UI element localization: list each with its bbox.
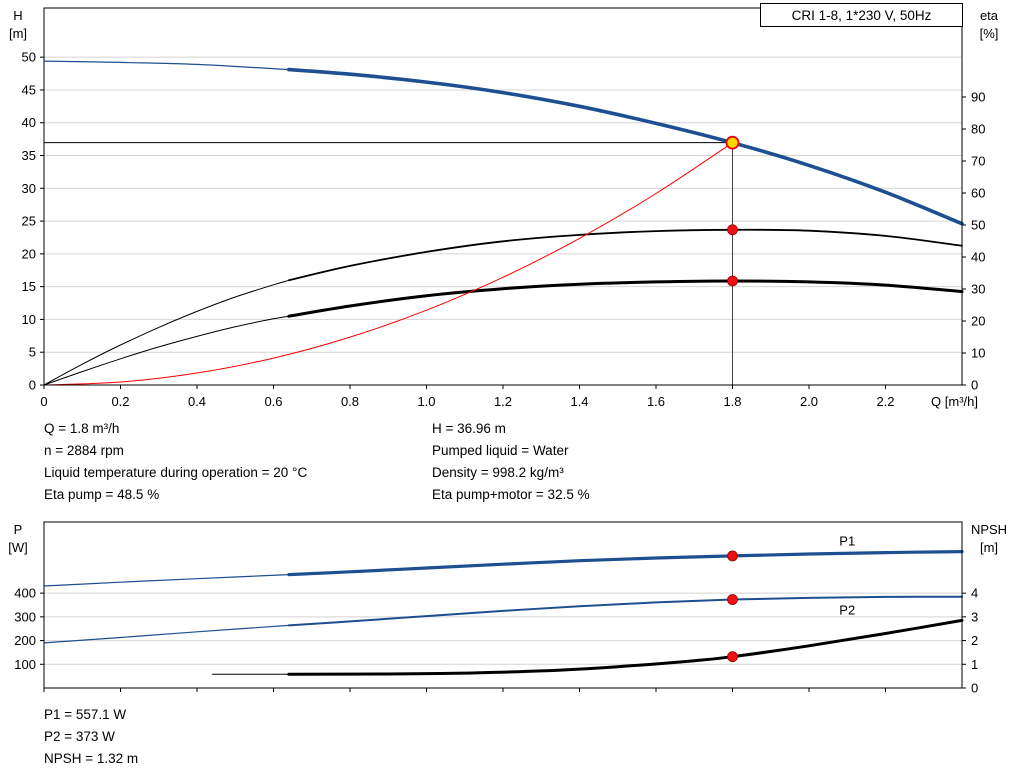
y-left-tick-label: 45 [22, 82, 36, 97]
x-tick-label: 1.0 [417, 394, 435, 409]
y-left-axis-unit: [m] [9, 26, 27, 41]
duty-head-text: H = 36.96 m [432, 421, 506, 436]
y-right-tick-label: 0 [971, 378, 978, 393]
liquid-temperature-text: Liquid temperature during operation = 20… [44, 465, 308, 480]
y-right-axis-unit: [%] [980, 26, 999, 41]
series-head-curve [287, 67, 964, 226]
y-left-tick-label: 300 [14, 609, 36, 624]
pump-model-label: CRI 1-8, 1*230 V, 50Hz [791, 7, 932, 23]
x-tick-label: 0 [40, 394, 47, 409]
y-right-tick-label: 80 [971, 121, 985, 136]
y-right-tick-label: 1 [971, 657, 978, 672]
eta-pump-text: Eta pump = 48.5 % [44, 487, 160, 502]
series-head-curve-leadin [43, 60, 290, 71]
y-left-tick-label: 50 [22, 50, 36, 65]
eta-pump-duty-dot [727, 224, 738, 236]
y-right-tick-label: 10 [971, 345, 985, 360]
y-left-tick-label: 0 [29, 378, 36, 393]
y-left-tick-label: 15 [22, 279, 36, 294]
series-eta-pump-leadin [43, 279, 290, 386]
series-p2-leadin [43, 624, 290, 644]
y-right-tick-label: 40 [971, 249, 985, 264]
pump-model-box: CRI 1-8, 1*230 V, 50Hz [760, 3, 963, 27]
y-left-tick-label: 200 [14, 633, 36, 648]
x-tick-label: 1.6 [647, 394, 665, 409]
y-left-tick-label: 20 [22, 246, 36, 261]
y-right-tick-label: 50 [971, 217, 985, 232]
x-tick-label: 0.8 [341, 394, 359, 409]
y-right-tick-label: 70 [971, 153, 985, 168]
y-right-tick-label: 4 [971, 586, 978, 601]
x-tick-label: 1.2 [494, 394, 512, 409]
duty-flow-text: Q = 1.8 m³/h [44, 421, 120, 436]
chart-power: 100 200 300 400 0 1 2 3 4 P [W] NPSH [m] P1 P2 [8, 521, 1007, 696]
y-left-tick-label: 40 [22, 115, 36, 130]
x-tick-label: 0.2 [111, 394, 129, 409]
series-npsh-curve [287, 618, 964, 676]
y-right-axis-title: eta [980, 8, 999, 23]
y-left-axis-title: H [13, 8, 22, 23]
pumped-liquid-text: Pumped liquid = Water [432, 443, 569, 458]
density-text: Density = 998.2 kg/m³ [432, 465, 564, 480]
y-right-tick-label: 60 [971, 185, 985, 200]
y-right-axis-unit: [m] [980, 540, 998, 555]
y-left-tick-label: 25 [22, 214, 36, 229]
series-label-p2: P2 [839, 602, 855, 617]
npsh-duty-dot [727, 651, 738, 663]
p1-duty-dot [727, 550, 738, 562]
y-right-tick-label: 2 [971, 633, 978, 648]
y-left-axis-unit: [W] [8, 540, 28, 555]
y-left-axis-title: P [14, 522, 23, 537]
x-tick-label: 2.2 [876, 394, 894, 409]
series-p1-curve [287, 550, 964, 577]
eta-pump-motor-duty-dot [727, 275, 738, 287]
duty-info-left: Q = 1.8 m³/h n = 2884 rpm Liquid tempera… [44, 418, 307, 506]
x-axis-title: Q [m³/h] [931, 394, 978, 409]
series-affinity-curve [43, 142, 733, 386]
y-right-tick-label: 90 [971, 89, 985, 104]
speed-text: n = 2884 rpm [44, 443, 124, 458]
y-left-tick-label: 5 [29, 345, 36, 360]
x-tick-label: 0.6 [264, 394, 282, 409]
power-info: P1 = 557.1 W P2 = 373 W NPSH = 1.32 m [44, 704, 138, 770]
p2-duty-dot [727, 594, 738, 605]
y-right-axis-title: NPSH [971, 522, 1007, 537]
duty-point-marker [725, 135, 740, 150]
p2-value-text: P2 = 373 W [44, 729, 115, 744]
y-left-tick-label: 35 [22, 148, 36, 163]
npsh-value-text: NPSH = 1.32 m [44, 751, 139, 766]
duty-info-right: H = 36.96 m Pumped liquid = Water Densit… [432, 418, 590, 506]
x-tick-label: 2.0 [800, 394, 818, 409]
series-eta-pump-curve [287, 228, 963, 282]
y-left-tick-label: 30 [22, 181, 36, 196]
series-eta-pump-motor-curve [287, 279, 964, 318]
p1-value-text: P1 = 557.1 W [44, 707, 127, 722]
x-tick-label: 0.4 [188, 394, 206, 409]
y-right-tick-label: 3 [971, 609, 978, 624]
series-p1-leadin [43, 574, 290, 587]
y-right-tick-label: 0 [971, 681, 978, 696]
eta-pump-motor-text: Eta pump+motor = 32.5 % [432, 487, 590, 502]
chart-hq: 0 5 10 15 20 25 30 35 40 45 50 0 10 20 30 40 50 60 70 80 90 0… [9, 7, 999, 409]
y-left-tick-label: 10 [22, 312, 36, 327]
plot-border [43, 7, 963, 386]
x-tick-label: 1.8 [723, 394, 741, 409]
y-left-tick-label: 100 [14, 657, 36, 672]
y-left-tick-label: 400 [14, 586, 36, 601]
series-p2-curve [287, 595, 963, 627]
series-eta-pump-motor-leadin [43, 315, 290, 386]
series-label-p1: P1 [839, 533, 855, 548]
y-right-tick-label: 30 [971, 281, 985, 296]
plot-border [43, 521, 963, 689]
y-right-tick-label: 20 [971, 313, 985, 328]
x-tick-label: 1.4 [570, 394, 588, 409]
